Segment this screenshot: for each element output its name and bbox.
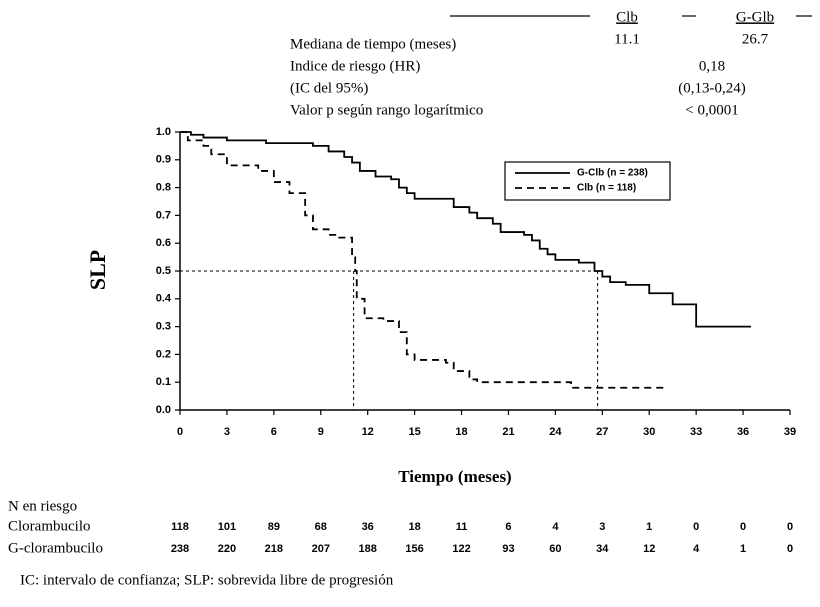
y-tick-label: 0.0 <box>156 404 171 416</box>
footnote: IC: intervalo de confianza; SLP: sobrevi… <box>20 572 394 588</box>
risk-count: 12 <box>643 543 655 555</box>
row-label: Indice de riesgo (HR) <box>290 58 420 74</box>
row-label: Valor p según rango logarítmico <box>290 102 483 118</box>
survival-curve <box>180 131 751 328</box>
x-tick-label: 39 <box>784 426 796 438</box>
risk-count: 188 <box>359 543 377 555</box>
x-tick-label: 12 <box>362 426 374 438</box>
risk-count: 6 <box>505 521 511 533</box>
y-tick-label: 0.5 <box>156 265 171 277</box>
risk-count: 0 <box>787 543 793 555</box>
cell: 0,18 <box>699 58 725 74</box>
x-tick-label: 3 <box>224 426 230 438</box>
risk-count: 3 <box>599 521 605 533</box>
risk-count: 0 <box>787 521 793 533</box>
risk-count: 156 <box>405 543 423 555</box>
risk-count: 93 <box>502 543 514 555</box>
x-tick-label: 6 <box>271 426 277 438</box>
risk-row-label: Clorambucilo <box>8 518 91 534</box>
risk-count: 68 <box>315 521 327 533</box>
row-label: Mediana de tiempo (meses) <box>290 36 456 52</box>
x-tick-label: 21 <box>502 426 514 438</box>
risk-count: 118 <box>171 521 189 533</box>
risk-count: 4 <box>693 543 700 555</box>
x-tick-label: 0 <box>177 426 183 438</box>
x-tick-label: 9 <box>318 426 324 438</box>
risk-count: 238 <box>171 543 189 555</box>
risk-count: 18 <box>408 521 420 533</box>
risk-count: 1 <box>646 521 652 533</box>
risk-count: 11 <box>456 521 468 533</box>
x-tick-label: 27 <box>596 426 608 438</box>
y-tick-label: 1.0 <box>156 126 171 138</box>
x-tick-label: 15 <box>408 426 420 438</box>
y-axis-label: SLP <box>85 250 110 290</box>
risk-count: 220 <box>218 543 236 555</box>
cell: 11.1 <box>614 31 640 47</box>
y-tick-label: 0.6 <box>156 237 171 249</box>
x-tick-label: 36 <box>737 426 749 438</box>
y-tick-label: 0.4 <box>156 293 172 305</box>
y-tick-label: 0.8 <box>156 182 171 194</box>
risk-count: 36 <box>362 521 374 533</box>
x-tick-label: 24 <box>549 426 562 438</box>
cell: 26.7 <box>742 31 769 47</box>
risk-count: 0 <box>740 521 746 533</box>
y-tick-label: 0.7 <box>156 209 171 221</box>
row-label: (IC del 95%) <box>290 80 368 96</box>
cell: < 0,0001 <box>685 102 738 118</box>
legend-label: G-Clb (n = 238) <box>577 168 648 179</box>
legend-box <box>504 161 671 201</box>
risk-count: 218 <box>265 543 283 555</box>
risk-table-title: N en riesgo <box>8 498 77 514</box>
x-axis-label: Tiempo (meses) <box>398 467 511 486</box>
y-tick-label: 0.3 <box>156 321 171 333</box>
risk-count: 207 <box>312 543 330 555</box>
risk-count: 34 <box>596 543 609 555</box>
risk-count: 89 <box>268 521 280 533</box>
legend-label: Clb (n = 118) <box>577 183 636 194</box>
y-tick-label: 0.1 <box>156 376 171 388</box>
x-tick-label: 33 <box>690 426 702 438</box>
risk-count: 122 <box>452 543 470 555</box>
column-header: Clb <box>616 9 638 25</box>
cell: (0,13-0,24) <box>678 80 746 96</box>
risk-count: 1 <box>740 543 746 555</box>
y-tick-label: 0.2 <box>156 348 171 360</box>
risk-count: 101 <box>218 521 236 533</box>
x-tick-label: 18 <box>455 426 467 438</box>
risk-row-label: G-clorambucilo <box>8 540 103 556</box>
risk-count: 0 <box>693 521 699 533</box>
risk-count: 4 <box>552 521 559 533</box>
risk-count: 60 <box>549 543 561 555</box>
y-tick-label: 0.9 <box>156 154 171 166</box>
x-tick-label: 30 <box>643 426 655 438</box>
survival-curve <box>180 131 665 389</box>
column-header: G-Glb <box>736 9 774 25</box>
